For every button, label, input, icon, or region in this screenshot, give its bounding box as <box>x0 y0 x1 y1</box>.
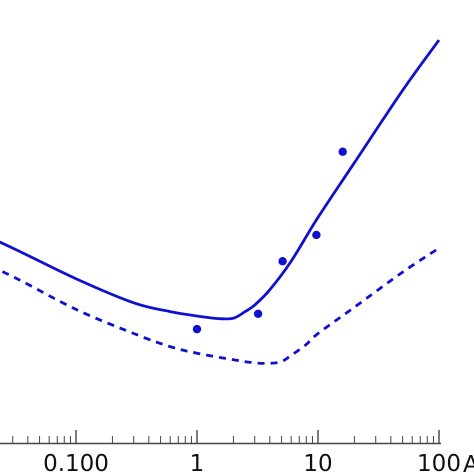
plot-area <box>0 39 441 365</box>
data-point <box>278 257 287 266</box>
x-axis-tick-labels: 0.100 1 10 100 <box>43 451 461 474</box>
x-axis-ticks <box>12 430 440 443</box>
x-axis-partial-label: A <box>463 452 474 474</box>
data-point <box>253 309 263 318</box>
solid-series-line <box>0 39 441 321</box>
data-point <box>312 230 321 240</box>
dashed-series-line <box>0 246 440 365</box>
data-points <box>192 147 347 334</box>
x-tick-label: 0.100 <box>43 451 109 474</box>
data-point <box>192 324 202 334</box>
x-tick-label: 10 <box>303 451 332 474</box>
x-tick-label: 100 <box>417 451 461 474</box>
x-tick-label: 1 <box>190 451 205 474</box>
data-point <box>338 147 347 156</box>
